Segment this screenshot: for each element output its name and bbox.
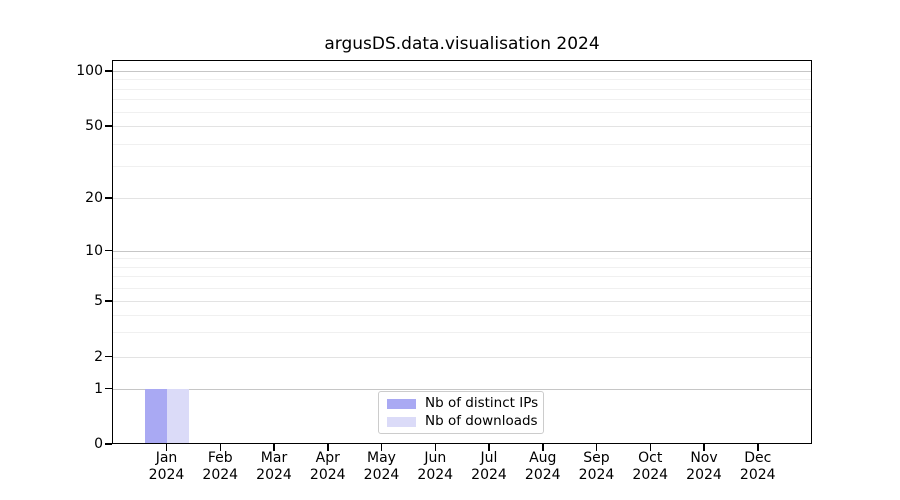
x-tick-mark-jan <box>165 444 168 451</box>
legend: Nb of distinct IPs Nb of downloads <box>378 391 544 434</box>
x-tick-label-jun: Jun 2024 <box>403 450 467 484</box>
minor-gridline-y4 <box>113 314 811 316</box>
y-tick-mark-1 <box>105 387 112 390</box>
x-tick-mark-jun <box>434 444 436 451</box>
x-tick-label-oct: Oct 2024 <box>618 450 682 484</box>
x-tick-month: Oct <box>638 450 663 466</box>
x-tick-label-feb: Feb 2024 <box>188 450 252 484</box>
y-tick-label-20: 20 <box>85 190 103 206</box>
x-tick-year: 2024 <box>417 467 454 483</box>
x-tick-month: Dec <box>744 450 772 466</box>
x-tick-mark-oct <box>649 444 651 451</box>
x-tick-label-dec: Dec 2024 <box>726 450 790 484</box>
x-tick-label-sep: Sep 2024 <box>565 450 629 484</box>
x-tick-label-jan: Jan 2024 <box>135 450 199 484</box>
x-tick-year: 2024 <box>363 467 400 483</box>
legend-label-distinct-ips: Nb of distinct IPs <box>425 395 539 411</box>
x-tick-year: 2024 <box>632 467 669 483</box>
y-tick-mark-20 <box>105 197 112 199</box>
y-tick-mark-10 <box>105 249 112 252</box>
x-tick-label-may: May 2024 <box>350 450 414 484</box>
bar-nb-of-distinct-ips <box>144 388 167 444</box>
x-tick-year: 2024 <box>309 467 346 483</box>
gridline-y20 <box>113 198 811 199</box>
x-tick-mark-may <box>380 444 383 451</box>
y-tick-mark-100 <box>105 70 112 72</box>
minor-gridline-y90 <box>113 79 811 81</box>
x-tick-mark-feb <box>219 444 221 451</box>
minor-gridline-y9 <box>113 258 811 260</box>
x-tick-mark-jul <box>488 444 490 451</box>
gridline-y5 <box>113 301 811 302</box>
x-tick-month: Jul <box>480 450 498 466</box>
legend-entry-downloads: Nb of downloads <box>387 413 538 429</box>
y-tick-label-5: 5 <box>94 293 103 309</box>
x-tick-year: 2024 <box>202 467 239 483</box>
x-tick-year: 2024 <box>578 467 615 483</box>
x-tick-label-aug: Aug 2024 <box>511 450 575 484</box>
x-tick-month: Apr <box>315 450 340 466</box>
x-tick-label-mar: Mar 2024 <box>242 450 306 484</box>
y-tick-label-10: 10 <box>85 242 103 259</box>
gridline-y10 <box>113 250 811 252</box>
x-tick-year: 2024 <box>256 467 292 483</box>
minor-gridline-y8 <box>113 266 811 268</box>
gridline-y2 <box>113 356 811 358</box>
x-tick-label-nov: Nov 2024 <box>672 450 736 484</box>
x-tick-month: Jan <box>155 450 178 466</box>
minor-gridline-y80 <box>113 88 811 90</box>
x-tick-year: 2024 <box>148 467 185 483</box>
x-tick-month: Mar <box>260 450 288 466</box>
legend-label-downloads: Nb of downloads <box>425 413 538 429</box>
legend-entry-distinct-ips: Nb of distinct IPs <box>387 395 539 411</box>
x-tick-month: Nov <box>690 450 718 466</box>
y-tick-label-0: 0 <box>94 436 103 452</box>
y-tick-mark-5 <box>105 300 112 302</box>
y-tick-label-2: 2 <box>94 348 103 365</box>
chart-title: argusDS.data.visualisation 2024 <box>324 34 600 54</box>
x-tick-mark-dec <box>757 444 759 451</box>
x-tick-mark-nov <box>703 444 705 451</box>
legend-swatch-distinct-ips-icon <box>387 398 416 409</box>
minor-gridline-y7 <box>113 276 811 278</box>
bar-nb-of-downloads <box>166 388 189 444</box>
x-tick-month: Aug <box>529 450 557 466</box>
minor-gridline-y70 <box>113 99 811 101</box>
x-tick-month: May <box>367 450 396 466</box>
minor-gridline-y60 <box>113 111 811 113</box>
x-tick-mark-mar <box>273 444 275 451</box>
y-tick-label-100: 100 <box>76 63 103 79</box>
x-tick-month: Feb <box>207 450 233 466</box>
legend-swatch-downloads-icon <box>387 416 416 427</box>
x-tick-year: 2024 <box>739 467 776 483</box>
y-tick-mark-0 <box>105 443 112 445</box>
y-tick-label-50: 50 <box>85 118 103 134</box>
minor-gridline-y40 <box>113 143 811 145</box>
x-tick-month: Jun <box>424 450 447 466</box>
x-tick-mark-sep <box>595 444 598 451</box>
x-tick-year: 2024 <box>471 467 507 483</box>
x-tick-mark-aug <box>542 444 544 451</box>
gridline-y1 <box>113 388 811 390</box>
y-tick-mark-2 <box>105 355 112 358</box>
x-tick-year: 2024 <box>524 467 561 483</box>
x-tick-year: 2024 <box>686 467 722 483</box>
gridline-y100 <box>113 71 811 72</box>
x-tick-mark-apr <box>327 444 329 451</box>
x-tick-label-apr: Apr 2024 <box>296 450 360 484</box>
minor-gridline-y6 <box>113 287 811 289</box>
y-tick-mark-50 <box>105 125 112 127</box>
plot-area <box>113 61 811 444</box>
gridline-y50 <box>113 126 811 127</box>
minor-gridline-y3 <box>113 332 811 334</box>
x-tick-month: Sep <box>583 450 610 466</box>
y-tick-label-1: 1 <box>94 380 103 397</box>
minor-gridline-y30 <box>113 166 811 168</box>
x-tick-label-jul: Jul 2024 <box>457 450 521 484</box>
